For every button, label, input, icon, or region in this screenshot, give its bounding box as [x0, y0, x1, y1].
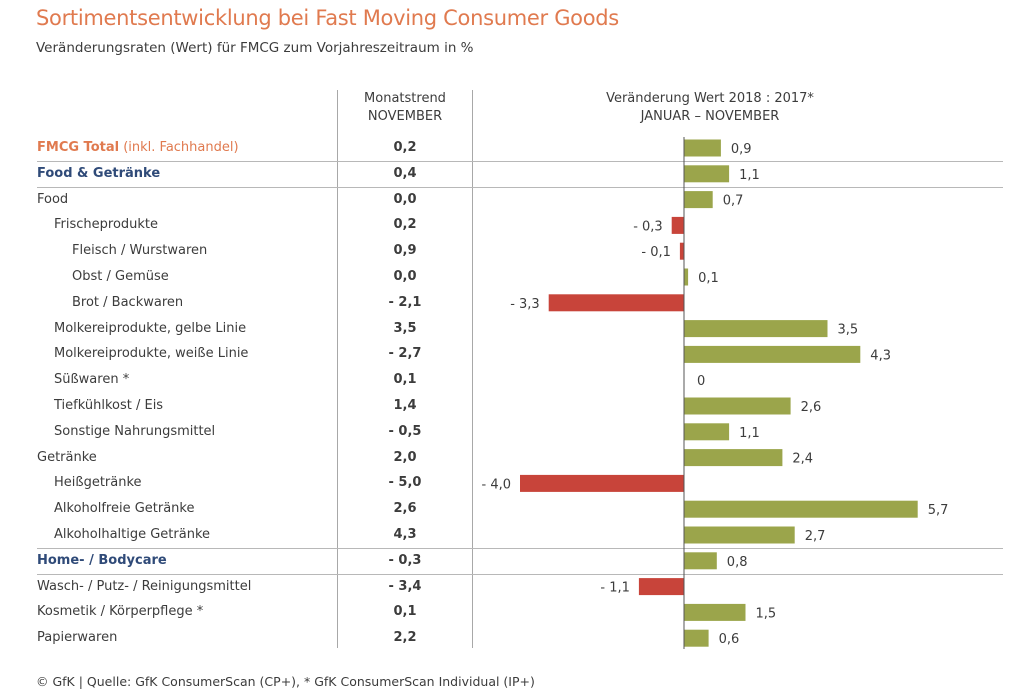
monthly-trend-value: 2,2	[393, 630, 417, 646]
row-label: Alkoholhaltige Getränke	[54, 527, 211, 542]
bar-positive	[684, 500, 918, 518]
bar-value-label: 0,9	[731, 142, 752, 157]
monthly-trend-value: - 5,0	[388, 475, 422, 491]
bar-positive	[684, 526, 795, 544]
bar-positive	[684, 320, 828, 338]
bar-positive	[684, 345, 861, 363]
column-divider-right	[472, 90, 473, 648]
row-label: Food & Getränke	[37, 165, 161, 181]
bar-negative	[671, 216, 684, 234]
bar-value-label: 1,1	[739, 426, 760, 441]
bar-negative	[679, 242, 684, 260]
bar-negative	[638, 578, 684, 596]
monthly-trend-value: 0,1	[393, 604, 417, 620]
row-label: Tiefkühlkost / Eis	[54, 398, 164, 413]
monthly-trend-value: 0,0	[393, 269, 417, 284]
monthly-trend-value: 0,9	[393, 243, 417, 259]
row-label: Süßwaren *	[54, 372, 130, 388]
row-label: Getränke	[37, 449, 97, 465]
bar-value-label: 0,6	[719, 632, 740, 647]
bar-positive	[684, 603, 746, 621]
bar-positive	[684, 191, 713, 209]
monthly-trend-value: - 0,5	[388, 423, 422, 439]
column-divider-left	[337, 90, 338, 648]
row-label: Sonstige Nahrungsmittel	[54, 423, 216, 439]
monthly-trend-value: - 3,4	[388, 578, 422, 594]
bar-value-label: 0,8	[727, 555, 748, 570]
row-separator	[37, 573, 1003, 576]
row-label: Heißgetränke	[54, 475, 142, 491]
monthly-trend-value: 1,4	[393, 398, 417, 413]
bar-value-label: 0,7	[723, 194, 744, 209]
column-header-value-change: Veränderung Wert 2018 : 2017* JANUAR – N…	[560, 90, 860, 126]
chart-title: Sortimentsentwicklung bei Fast Moving Co…	[36, 6, 619, 30]
bar-value-label: - 0,3	[633, 219, 663, 234]
row-label: Papierwaren	[37, 630, 118, 646]
column-header-month-line2: NOVEMBER	[367, 109, 443, 124]
bar-value-label: 2,6	[801, 400, 822, 415]
row-separator	[37, 547, 1003, 550]
row-separator	[37, 186, 1003, 189]
row-label: Molkereiprodukte, gelbe Linie	[54, 320, 247, 336]
bar-value-label: - 1,1	[600, 581, 630, 596]
row-label: Wasch- / Putz- / Reinigungsmittel	[37, 578, 252, 594]
bar-negative	[520, 474, 684, 492]
chart-subtitle: Veränderungsraten (Wert) für FMCG zum Vo…	[36, 40, 474, 56]
row-label: Home- / Bodycare	[37, 552, 167, 568]
bar-value-label: 0	[697, 374, 705, 389]
monthly-trend-value: - 0,3	[388, 552, 422, 568]
monthly-trend-value: 2,0	[393, 449, 417, 465]
monthly-trend-value: 0,0	[393, 191, 417, 207]
bar-positive	[684, 423, 730, 441]
monthly-trend-value: 0,2	[393, 140, 417, 155]
bar-value-label: - 0,1	[641, 245, 671, 260]
monthly-trend-value: 4,3	[393, 527, 417, 542]
bar-positive	[684, 165, 730, 183]
bar-positive	[684, 268, 689, 286]
row-label: Molkereiprodukte, weiße Linie	[54, 346, 249, 362]
bar-value-label: - 4,0	[482, 477, 512, 492]
bar-value-label: 5,7	[928, 503, 949, 518]
row-label: Alkoholfreie Getränke	[54, 501, 195, 517]
bar-negative	[548, 294, 684, 312]
row-label: Obst / Gemüse	[72, 269, 169, 284]
monthly-trend-value: 0,2	[393, 217, 417, 233]
monthly-trend-value: 3,5	[393, 320, 417, 336]
monthly-trend-value: - 2,1	[388, 294, 422, 310]
row-label: FMCG Total (inkl. Fachhandel)	[37, 140, 239, 156]
row-separator	[37, 160, 1003, 163]
bar-positive	[684, 552, 717, 570]
bar-positive	[684, 629, 709, 647]
bar-value-label: - 3,3	[510, 297, 540, 312]
row-label: Brot / Backwaren	[72, 294, 184, 310]
bar-value-label: 3,5	[838, 323, 859, 338]
row-label: Kosmetik / Körperpflege *	[37, 604, 204, 620]
bar-value-label: 4,3	[870, 348, 891, 363]
bar-positive	[684, 397, 791, 415]
bar-value-label: 2,7	[805, 529, 826, 544]
column-header-monthly-trend: Monatstrend NOVEMBER	[340, 90, 470, 126]
bar-value-label: 1,5	[756, 606, 777, 621]
row-label-main: FMCG Total	[37, 140, 120, 155]
monthly-trend-value: 0,1	[393, 372, 417, 388]
bar-positive	[684, 449, 783, 467]
column-header-change-line2: JANUAR – NOVEMBER	[640, 109, 780, 124]
monthly-trend-value: 0,4	[393, 165, 417, 181]
bar-value-label: 0,1	[698, 271, 719, 286]
monthly-trend-value: - 2,7	[388, 346, 422, 362]
monthly-trend-value: 2,6	[393, 501, 417, 517]
bar-value-label: 1,1	[739, 168, 760, 183]
row-label: Fleisch / Wurstwaren	[72, 243, 208, 259]
bar-positive	[684, 139, 721, 157]
bar-value-label: 2,4	[792, 452, 813, 467]
row-label: Frischeprodukte	[54, 217, 159, 233]
source-footnote: © GfK | Quelle: GfK ConsumerScan (CP+), …	[36, 674, 535, 689]
column-header-month-line1: Monatstrend	[364, 91, 446, 106]
row-label-suffix: (inkl. Fachhandel)	[119, 140, 239, 155]
column-header-change-line1: Veränderung Wert 2018 : 2017*	[606, 91, 814, 106]
row-label: Food	[37, 191, 69, 207]
